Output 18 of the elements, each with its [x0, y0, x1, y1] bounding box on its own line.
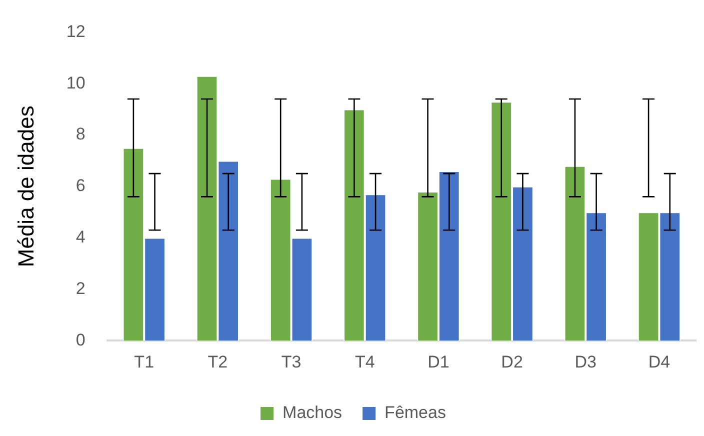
y-tick-label: 4 — [76, 227, 86, 246]
x-tick-label: T4 — [354, 352, 375, 372]
x-tick-label: T3 — [281, 352, 302, 372]
y-axis-title: Média de idades — [13, 106, 38, 268]
y-tick-label: 10 — [66, 73, 86, 92]
x-tick-label: T1 — [134, 352, 154, 372]
y-tick-label: 8 — [76, 124, 86, 144]
legend-label: Machos — [282, 403, 342, 422]
x-tick-label: D2 — [501, 352, 523, 372]
x-tick-label: T2 — [208, 352, 228, 372]
y-tick-label: 0 — [76, 330, 86, 350]
legend-label: Fêmeas — [384, 403, 446, 422]
y-tick-label: 6 — [76, 176, 86, 196]
x-tick-label: D4 — [648, 352, 670, 372]
x-tick-label: D3 — [574, 352, 596, 372]
y-tick-label: 2 — [76, 278, 86, 298]
y-tick-label: 12 — [66, 22, 86, 41]
x-tick-label: D1 — [428, 352, 450, 372]
